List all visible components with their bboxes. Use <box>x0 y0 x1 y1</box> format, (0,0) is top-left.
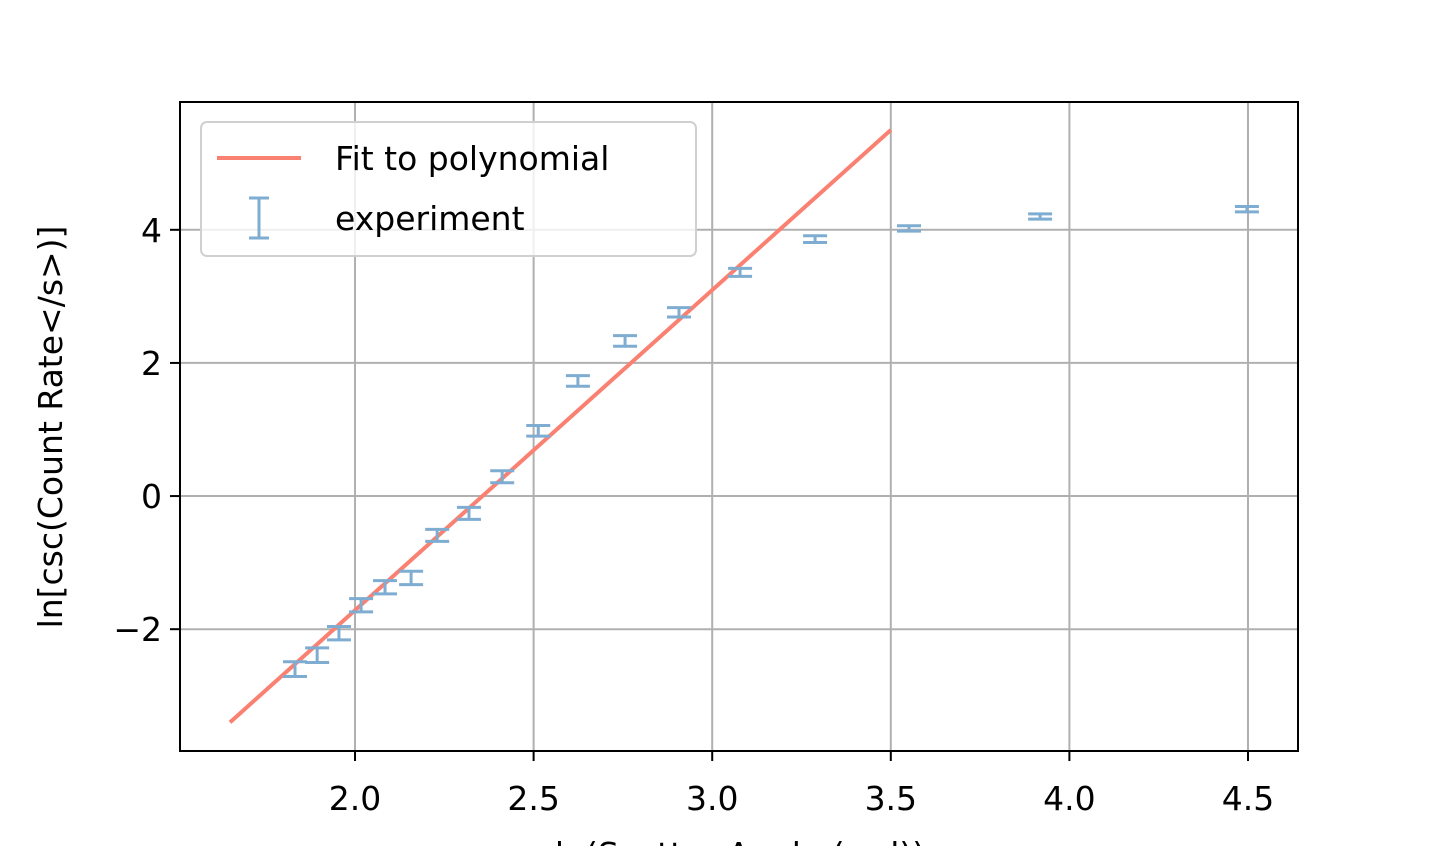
error-bar <box>305 646 330 664</box>
error-bar <box>425 527 450 543</box>
y-tick-label: −2 <box>113 610 162 649</box>
y-tick-label: 2 <box>141 344 162 383</box>
error-bar <box>728 266 753 278</box>
error-bar <box>399 569 424 587</box>
error-bar <box>897 224 922 233</box>
error-bar <box>565 374 590 388</box>
x-tick-label: 4.5 <box>1222 779 1274 818</box>
error-bar <box>283 660 308 678</box>
legend-box <box>200 121 697 257</box>
x-tick-label: 4.0 <box>1043 779 1095 818</box>
error-bar <box>490 469 515 485</box>
x-tick-label: 2.0 <box>329 779 381 818</box>
legend-label: experiment <box>335 199 525 238</box>
y-tick-label: 0 <box>141 477 162 516</box>
x-tick-label: 2.5 <box>507 779 559 818</box>
x-tick-label: 3.0 <box>686 779 738 818</box>
error-bar <box>456 505 481 521</box>
error-bar <box>666 306 691 319</box>
error-bar <box>526 424 551 438</box>
error-bar <box>613 334 638 348</box>
error-bar <box>349 597 374 614</box>
error-bar <box>803 234 828 244</box>
error-bar <box>373 579 398 596</box>
y-axis-label: ln[csc(Count Rate</s>)] <box>31 226 70 629</box>
y-tick-label: 4 <box>141 211 162 250</box>
plot-frame <box>179 101 1299 752</box>
x-axis-label: ln(Scatter Angle (rad)) <box>555 835 925 846</box>
error-bar <box>1028 212 1053 221</box>
fit-line <box>228 128 893 724</box>
legend-errorbar <box>249 196 269 240</box>
error-bar <box>326 625 351 642</box>
error-bar <box>1234 205 1259 214</box>
legend-label: Fit to polynomial <box>335 139 609 178</box>
x-tick-label: 3.5 <box>865 779 917 818</box>
